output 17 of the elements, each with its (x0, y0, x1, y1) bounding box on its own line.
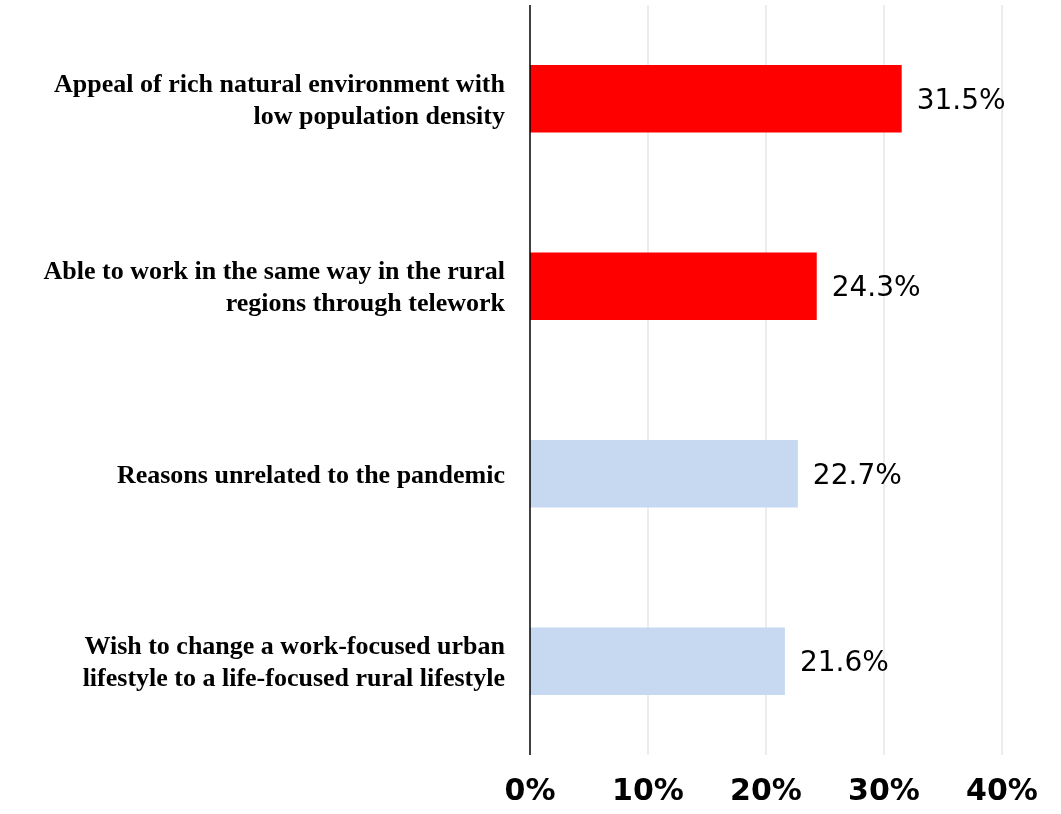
x-tick-label: 30% (848, 772, 920, 807)
x-tick-label: 20% (730, 772, 802, 807)
data-label: 22.7% (812, 457, 902, 491)
x-tick-label: 40% (966, 772, 1038, 807)
bar (530, 65, 902, 133)
y-tick-label: Reasons unrelated to the pandemic (116, 459, 505, 489)
x-tick-label: 10% (612, 772, 684, 807)
x-tick-label: 0% (504, 772, 556, 807)
y-tick-label: Appeal of rich natural environment with low population density (54, 68, 506, 130)
bar (530, 627, 785, 695)
y-tick-label: Able to work in the same way in the rural regions through telework (43, 256, 506, 318)
data-label: 21.6% (799, 645, 889, 679)
data-label: 24.3% (831, 270, 921, 304)
bar (530, 252, 817, 320)
bar (530, 440, 798, 508)
data-label: 31.5% (916, 82, 1006, 116)
y-tick-label: Wish to change a work-focused urban lifestyle to a life-focused rural lifestyle (82, 631, 506, 693)
